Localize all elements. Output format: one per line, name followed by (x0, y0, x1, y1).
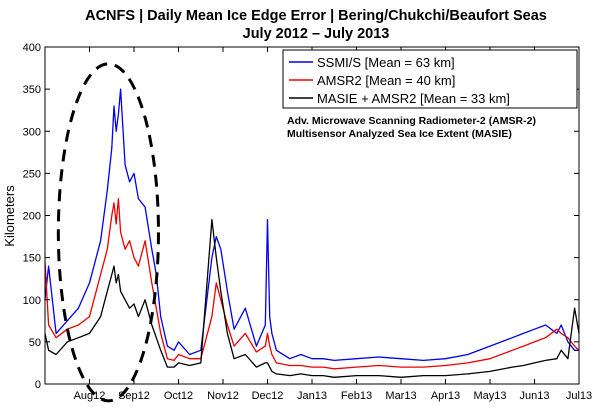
x-tick-label: Nov12 (207, 390, 239, 402)
chart-title: ACNFS | Daily Mean Ice Edge Error | Beri… (85, 8, 547, 24)
legend-label-2: AMSR2 [Mean = 40 km] (317, 73, 455, 88)
x-tick-label: Apr13 (431, 390, 460, 402)
y-tick-label: 0 (35, 379, 41, 391)
y-tick-label: 250 (23, 168, 41, 180)
x-tick-label: Feb13 (341, 390, 372, 402)
x-tick-label: Mar13 (385, 390, 416, 402)
legend-box (282, 49, 578, 109)
y-tick-label: 100 (23, 295, 41, 307)
x-tick-label: Dec12 (252, 390, 284, 402)
legend-label-3: MASIE + AMSR2 [Mean = 33 km] (317, 91, 510, 106)
legend-label-1: SSMI/S [Mean = 63 km] (317, 55, 455, 70)
annotation-1: Adv. Microwave Scanning Radiometer-2 (AM… (287, 115, 536, 127)
series-line-2 (44, 197, 580, 370)
y-tick-label: 200 (23, 211, 41, 223)
y-tick-label: 300 (23, 126, 41, 138)
y-tick-label: 350 (23, 84, 41, 96)
x-tick-label: Aug12 (74, 390, 106, 402)
x-tick-label: Oct12 (164, 390, 193, 402)
y-tick-label: 400 (23, 42, 41, 54)
series-line-3 (44, 219, 580, 378)
annotation-2: Multisensor Analyzed Sea Ice Extent (MAS… (287, 128, 512, 140)
x-tick-label: Jul13 (566, 390, 592, 402)
x-tick-label: Jan13 (297, 390, 327, 402)
highlight-ellipse (56, 62, 160, 403)
y-axis-label: Kilometers (2, 185, 17, 247)
chart-subtitle: July 2012 – July 2013 (243, 26, 390, 42)
x-tick-label: May13 (473, 390, 506, 402)
plot-area: 0 50 100 150 200 250 300 350 400 Aug12 Sep12 Oct12 N… (23, 42, 592, 403)
series-line-1 (44, 88, 579, 362)
x-tick-label: Jun13 (520, 390, 550, 402)
x-tick-label: Sep12 (118, 390, 150, 402)
y-tick-label: 150 (23, 253, 41, 265)
y-tick-label: 50 (29, 337, 41, 349)
